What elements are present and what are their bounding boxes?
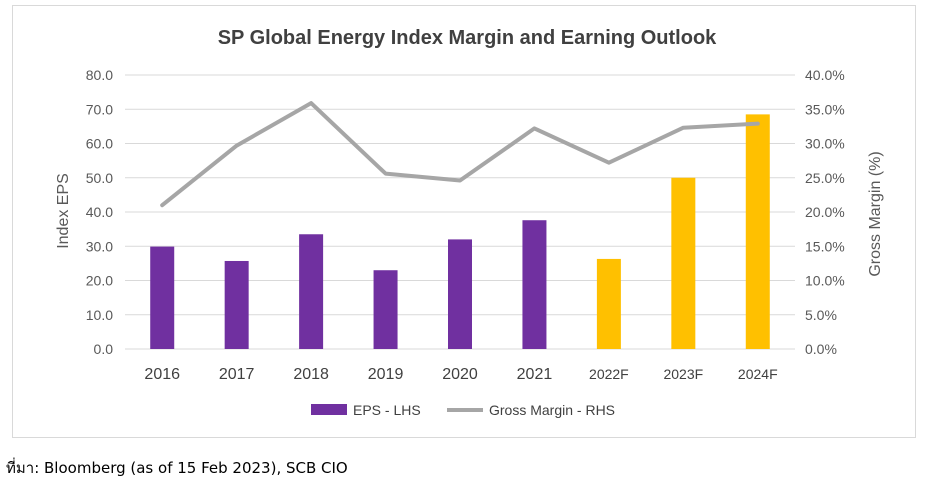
y2-tick-label: 0.0%	[805, 341, 837, 357]
y2-tick-label: 15.0%	[805, 238, 845, 254]
eps-bar	[596, 258, 621, 349]
x-tick-label: 2017	[219, 366, 255, 383]
legend-eps-label: EPS - LHS	[353, 402, 421, 418]
eps-bar	[150, 246, 175, 349]
y-tick-label: 30.0	[86, 238, 113, 254]
x-tick-label: 2024F	[738, 366, 778, 382]
right-axis-ticks: 0.0% 5.0% 10.0% 15.0% 20.0% 25.0% 30.0% 35.0% 40…	[805, 67, 845, 357]
y-tick-label: 50.0	[86, 170, 113, 186]
eps-bar	[373, 270, 398, 349]
eps-bar	[522, 220, 547, 349]
y2-tick-label: 25.0%	[805, 170, 845, 186]
y-tick-label: 40.0	[86, 204, 113, 220]
y2-tick-label: 20.0%	[805, 204, 845, 220]
eps-bar	[224, 260, 249, 349]
chart-title: SP Global Energy Index Margin and Earnin…	[218, 27, 717, 49]
x-axis-ticks: 2016 2017 2018 2019 2020 2021 2022F 2023F 2024F	[144, 366, 777, 383]
legend: EPS - LHS Gross Margin - RHS	[311, 402, 615, 418]
x-tick-label: 2018	[293, 366, 329, 383]
x-tick-label: 2019	[368, 366, 404, 383]
chart-frame: SP Global Energy Index Margin and Earnin…	[12, 5, 916, 438]
x-tick-label: 2016	[144, 366, 180, 383]
y-tick-label: 80.0	[86, 67, 113, 83]
eps-bar	[745, 114, 770, 349]
x-tick-label: 2021	[517, 366, 553, 383]
x-tick-label: 2023F	[663, 366, 703, 382]
y2-tick-label: 10.0%	[805, 273, 845, 289]
gross-margin-line	[160, 101, 760, 208]
legend-gross-margin-label: Gross Margin - RHS	[489, 402, 615, 418]
eps-bar	[671, 177, 696, 349]
x-tick-label: 2020	[442, 366, 478, 383]
y-tick-label: 0.0	[94, 341, 114, 357]
y2-tick-label: 5.0%	[805, 307, 837, 323]
eps-bars	[150, 114, 770, 349]
eps-bar	[299, 234, 324, 349]
chart-svg: SP Global Energy Index Margin and Earnin…	[55, 27, 884, 418]
x-tick-label: 2022F	[589, 366, 629, 382]
left-axis-ticks: 0.0 10.0 20.0 30.0 40.0 50.0 60.0 70.0 80.0	[86, 67, 113, 357]
y-axis-label: Index EPS	[55, 173, 72, 249]
y2-axis-label: Gross Margin (%)	[867, 151, 884, 276]
y-tick-label: 70.0	[86, 101, 113, 117]
y2-tick-label: 30.0%	[805, 136, 845, 152]
eps-bar	[448, 239, 472, 349]
y-tick-label: 10.0	[86, 307, 113, 323]
y2-tick-label: 35.0%	[805, 101, 845, 117]
source-note: ที่มา: Bloomberg (as of 15 Feb 2023), SC…	[6, 459, 348, 477]
y-tick-label: 20.0	[86, 273, 113, 289]
y-tick-label: 60.0	[86, 136, 113, 152]
y2-tick-label: 40.0%	[805, 67, 845, 83]
gross-margin-line-layer	[160, 101, 760, 208]
legend-eps-swatch	[311, 404, 347, 415]
